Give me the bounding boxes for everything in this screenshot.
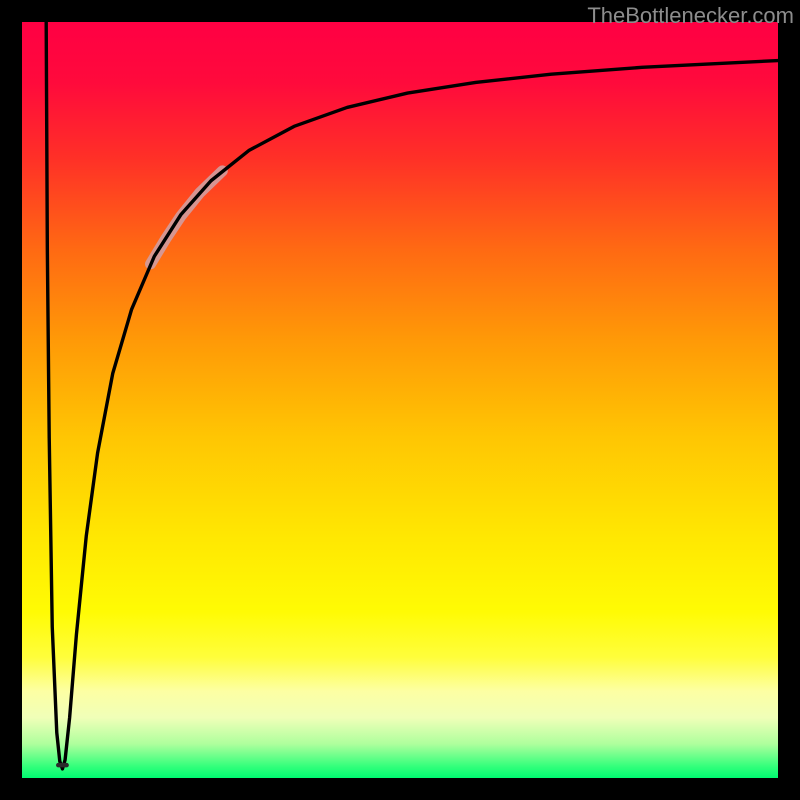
chart-plot-background — [22, 22, 778, 778]
bottleneck-curve-chart — [0, 0, 800, 800]
chart-stage: TheBottlenecker.com — [0, 0, 800, 800]
watermark-text: TheBottlenecker.com — [587, 3, 794, 29]
